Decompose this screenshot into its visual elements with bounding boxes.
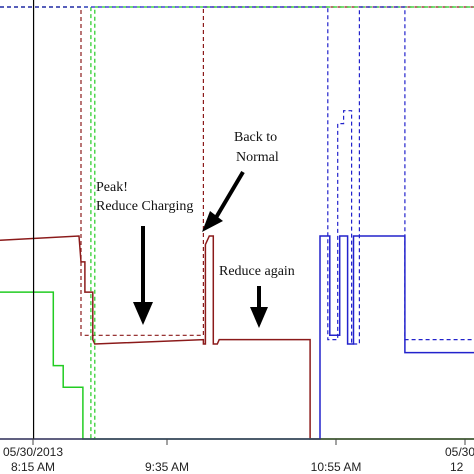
- arrow-down-peak: [133, 226, 153, 325]
- series-line-3: [0, 291, 474, 440]
- series-layer: [0, 6, 474, 440]
- arrow-down-reduce-again: [250, 286, 268, 328]
- x-tick-label-0-time: 8:15 AM: [11, 460, 55, 474]
- series-line-1: [0, 235, 474, 440]
- x-tick-label-0-date: 05/30/2013: [3, 445, 63, 459]
- annotation-back-to-normal: Back to Normal: [234, 130, 281, 165]
- annotation-reduce-again: Reduce again: [219, 264, 295, 279]
- x-tick-label-1-time: 9:35 AM: [145, 460, 189, 474]
- annotation-peak: Peak! Reduce Charging: [96, 180, 193, 214]
- arrow-diagonal-back: [202, 170, 245, 232]
- x-tick-label-2-time: 10:55 AM: [311, 460, 362, 474]
- series-line-4: [0, 6, 474, 345]
- x-tick-label-3-date: 05/30: [445, 445, 474, 459]
- x-tick-label-3-time: 12: [450, 460, 464, 474]
- series-line-2: [0, 6, 474, 440]
- x-ticks: 05/30/2013 8:15 AM 9:35 AM 10:55 AM 05/3…: [3, 439, 474, 474]
- annotation-layer: Peak! Reduce Charging Back to Normal Red…: [96, 130, 295, 328]
- series-line-5: [0, 235, 474, 440]
